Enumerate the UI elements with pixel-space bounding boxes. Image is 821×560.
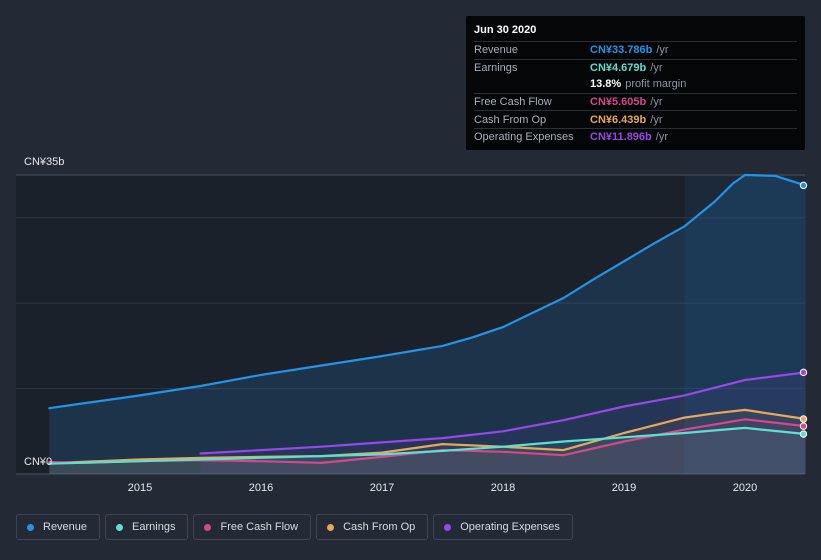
legend-item-revenue[interactable]: Revenue — [16, 514, 101, 540]
area-opex — [200, 372, 806, 474]
chart-canvas — [16, 173, 808, 475]
legend-label: Operating Expenses — [460, 521, 560, 533]
tooltip-label: Operating Expenses — [474, 131, 574, 144]
legend-label: Revenue — [43, 521, 88, 533]
data-tooltip: Jun 30 2020 Revenue CN¥33.786b /yr Earni… — [466, 16, 805, 150]
legend-item-earnings[interactable]: Earnings — [105, 514, 189, 540]
series-end-markers — [799, 181, 808, 438]
tooltip-unit: /yr — [650, 61, 663, 74]
area-revenue — [49, 175, 806, 474]
line-earnings — [48, 426, 807, 465]
legend-dot-icon — [27, 523, 34, 531]
legend-label: Cash From Op — [343, 521, 416, 533]
tooltip-unit: profit margin — [625, 78, 687, 91]
legend-item-free-cash-flow[interactable]: Free Cash Flow — [193, 514, 312, 540]
legend-label: Free Cash Flow — [220, 521, 299, 533]
tooltip-label: Cash From Op — [474, 113, 547, 126]
tooltip-label: Free Cash Flow — [474, 96, 552, 109]
x-tick-2017: 2017 — [369, 482, 395, 494]
legend: Revenue Earnings Free Cash Flow Cash Fro… — [16, 514, 573, 540]
x-tick-2020: 2020 — [732, 482, 758, 494]
area-earnings — [49, 427, 806, 474]
grid-lines — [16, 174, 805, 475]
tooltip-unit: /yr — [650, 96, 663, 109]
tooltip-value: 13.8% — [590, 78, 622, 91]
line-opex — [199, 371, 807, 455]
tooltip-unit: /yr — [655, 131, 668, 144]
tooltip-unit: /yr — [656, 44, 669, 57]
tooltip-row-margin: 13.8% profit margin — [474, 76, 797, 93]
end-marker-opex — [799, 368, 808, 377]
tooltip-value: CN¥5.605b — [590, 96, 647, 109]
x-tick-2015: 2015 — [127, 482, 153, 494]
legend-item-operating-expenses[interactable]: Operating Expenses — [433, 514, 573, 540]
area-fcf — [49, 419, 806, 474]
tooltip-row-revenue: Revenue CN¥33.786b /yr — [474, 41, 797, 59]
tooltip-unit: /yr — [650, 113, 663, 126]
x-tick-2016: 2016 — [248, 482, 274, 494]
tooltip-label: Revenue — [474, 44, 519, 57]
tooltip-row-fcf: Free Cash Flow CN¥5.605b /yr — [474, 92, 797, 111]
end-marker-revenue — [799, 181, 808, 190]
legend-dot-icon — [204, 523, 212, 531]
y-tick-bottom: CN¥0 — [24, 456, 53, 468]
x-tick-2018: 2018 — [490, 482, 516, 494]
tooltip-row-cfo: Cash From Op CN¥6.439b /yr — [474, 110, 797, 128]
tooltip-value: CN¥6.439b — [590, 113, 647, 126]
tooltip-value: CN¥33.786b — [590, 44, 653, 57]
legend-label: Earnings — [132, 521, 176, 533]
series-lines — [48, 173, 807, 465]
line-cfo — [48, 408, 807, 464]
tooltip-row-opex: Operating Expenses CN¥11.896b /yr — [474, 127, 797, 146]
end-marker-earnings — [799, 430, 808, 438]
plot-background — [16, 175, 805, 474]
legend-dot-icon — [327, 523, 335, 531]
legend-dot-icon — [444, 523, 452, 531]
y-tick-top: CN¥35b — [24, 156, 65, 168]
line-revenue — [48, 173, 807, 410]
tooltip-label: Earnings — [474, 61, 518, 74]
legend-item-cash-from-op[interactable]: Cash From Op — [316, 514, 429, 540]
tooltip-value: CN¥4.679b — [590, 61, 647, 74]
tooltip-row-earnings: Earnings CN¥4.679b /yr — [474, 58, 797, 77]
tooltip-date: Jun 30 2020 — [474, 24, 537, 36]
x-tick-2019: 2019 — [611, 482, 637, 494]
tooltip-value: CN¥11.896b — [590, 131, 652, 144]
legend-dot-icon — [116, 523, 124, 531]
end-marker-cfo — [799, 415, 808, 423]
end-marker-fcf — [799, 422, 808, 430]
